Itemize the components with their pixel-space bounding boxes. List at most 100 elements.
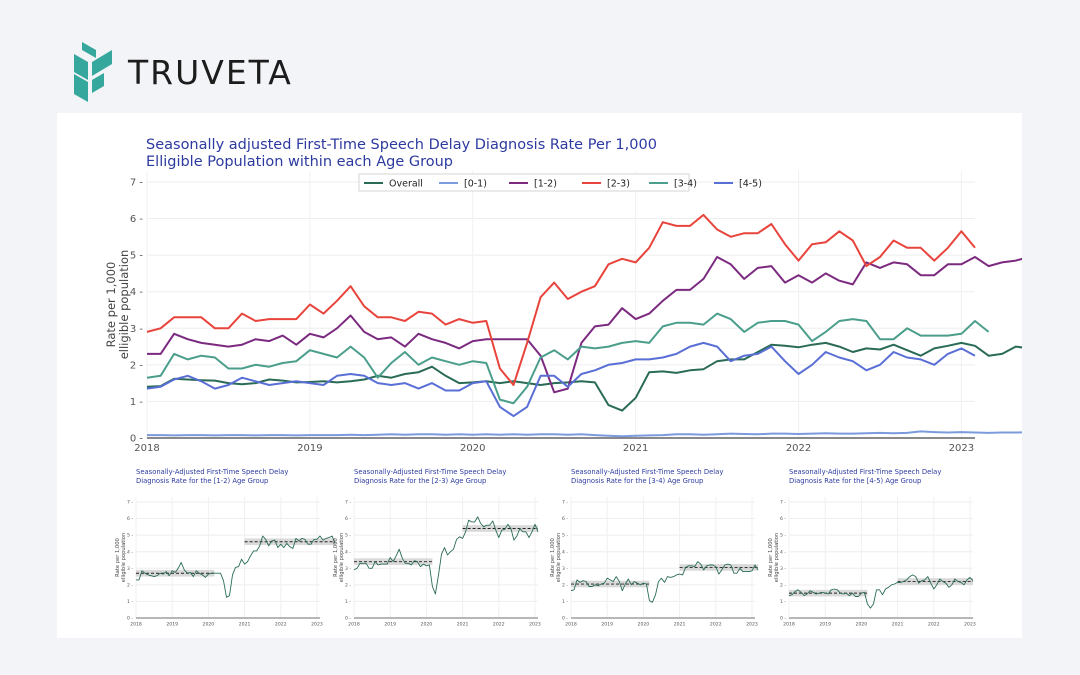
x-tick-label: 2018 [134,443,159,454]
x-tick-label: 2018 [348,622,360,628]
y-tick-label: 3 - [780,566,786,572]
y-tick-label: 5 - [562,533,568,539]
y-axis-label: Rate per 1,000 elligible population [104,250,131,360]
y-tick-label: 0 - [780,616,786,622]
y-tick-label: 7 - [345,500,351,506]
x-tick-label: 2021 [892,622,904,628]
y-axis-label: Rate per 1,000 elligible population [768,533,780,582]
y-tick-label: 3 - [562,566,568,572]
pre-period-band [571,580,650,588]
legend-label-4-5: [4-5) [739,179,762,190]
y-tick-label: 7 - [780,500,786,506]
y-tick-label: 6 - [345,516,351,522]
x-tick-label: 2023 [964,622,976,628]
y-tick-label: 2 - [345,582,351,588]
y-tick-label: 6 - [780,516,786,522]
y-tick-label: 1 - [127,599,133,605]
small-chart-2-3: Seasonally-Adjusted First-Time Speech De… [333,468,541,628]
y-axis-label-line: elligible population [774,533,780,582]
x-tick-label: 2022 [275,622,287,628]
legend-label-3-4: [3-4) [674,179,697,190]
brand-name: TRUVETA [128,52,293,92]
x-tick-label: 2022 [710,622,722,628]
y-tick-label: 1 - [345,599,351,605]
y-tick-label: 3 - [127,566,133,572]
y-axis-label: Rate per 1,000 elligible population [550,533,562,582]
y-axis-label-line: elligible population [556,533,562,582]
chart-title-line: Diagnosis Rate for the [4-5) Age Group [789,477,921,485]
x-tick-label: 2019 [297,443,322,454]
y-tick-label: 6 - [127,516,133,522]
y-tick-label: 5 - [130,251,144,262]
legend: Overall [0-1) [1-2) [2-3) [3-4) [4-5) [358,173,762,192]
x-tick-label: 2019 [601,622,613,628]
x-tick-label: 2019 [166,622,178,628]
main-line-chart: Seasonally adjusted First-Time Speech De… [104,137,1022,454]
chart-title-line: Seasonally-Adjusted First-Time Speech De… [789,468,941,476]
y-tick-label: 2 - [780,582,786,588]
y-axis-label: Rate per 1,000 elligible population [333,533,345,582]
y-tick-label: 1 - [780,599,786,605]
pre-period-band [136,569,215,577]
x-tick-label: 2020 [856,622,868,628]
y-tick-label: 7 - [562,500,568,506]
series-line-3-4 [570,561,759,603]
y-tick-label: 6 - [562,516,568,522]
y-axis-label-line: Rate per 1,000 [550,538,556,577]
x-tick-label: 2018 [130,622,142,628]
small-chart-1-2: Seasonally-Adjusted First-Time Speech De… [115,468,336,628]
y-tick-label: 1 - [562,599,568,605]
series-line-2-3 [353,516,539,595]
legend-label-overall: Overall [389,179,423,190]
y-axis-label-line: Rate per 1,000 [104,262,118,348]
x-tick-label: 2023 [746,622,758,628]
chart-title-line: Seasonally-Adjusted First-Time Speech De… [136,468,288,476]
series-line-4-5 [788,574,974,609]
legend-label-1-2: [1-2) [534,179,557,190]
y-tick-label: 0 - [130,434,144,445]
y-tick-label: 3 - [345,566,351,572]
series-line-0-1 [147,430,1022,438]
chart-title-line: Diagnosis Rate for the [3-4) Age Group [571,477,703,485]
series-line-3-4 [146,312,990,405]
y-tick-label: 5 - [345,533,351,539]
x-tick-label: 2023 [949,443,974,454]
legend-label-0-1: [0-1) [464,179,487,190]
x-tick-label: 2020 [460,443,485,454]
x-tick-label: 2020 [203,622,215,628]
y-axis-label-line: elligible population [121,533,127,582]
x-tick-label: 2021 [674,622,686,628]
y-tick-label: 7 - [130,177,144,188]
small-chart-3-4: Seasonally-Adjusted First-Time Speech De… [550,468,759,628]
y-tick-label: 6 - [130,214,144,225]
chart-card: Seasonally adjusted First-Time Speech De… [57,113,1022,638]
x-tick-label: 2023 [529,622,541,628]
y-tick-label: 4 - [130,287,144,298]
chart-title-line: Seasonally adjusted First-Time Speech De… [146,137,657,153]
y-tick-label: 1 - [130,397,144,408]
x-tick-label: 2021 [239,622,251,628]
series-line-4-5 [146,341,976,418]
x-tick-label: 2020 [421,622,433,628]
y-tick-label: 5 - [780,533,786,539]
y-tick-label: 2 - [130,360,144,371]
chart-title-line: Elligible Population within each Age Gro… [146,154,453,170]
x-tick-label: 2022 [493,622,505,628]
x-tick-label: 2022 [786,443,811,454]
post-period-band [679,564,759,571]
y-tick-label: 4 - [127,549,133,555]
x-tick-label: 2018 [565,622,577,628]
x-tick-label: 2023 [311,622,323,628]
y-tick-label: 0 - [127,616,133,622]
x-tick-label: 2021 [623,443,648,454]
x-tick-label: 2020 [638,622,650,628]
y-tick-label: 4 - [562,549,568,555]
series-line-2-3 [146,213,976,386]
y-axis-label-line: elligible population [117,250,131,360]
chart-title-line: Diagnosis Rate for the [1-2) Age Group [136,477,268,485]
series-line-1-2 [136,535,336,598]
x-tick-label: 2021 [457,622,469,628]
series-line-overall [146,341,1022,412]
small-chart-4-5: Seasonally-Adjusted First-Time Speech De… [768,468,976,628]
truveta-logo: TRUVETA [74,40,293,104]
